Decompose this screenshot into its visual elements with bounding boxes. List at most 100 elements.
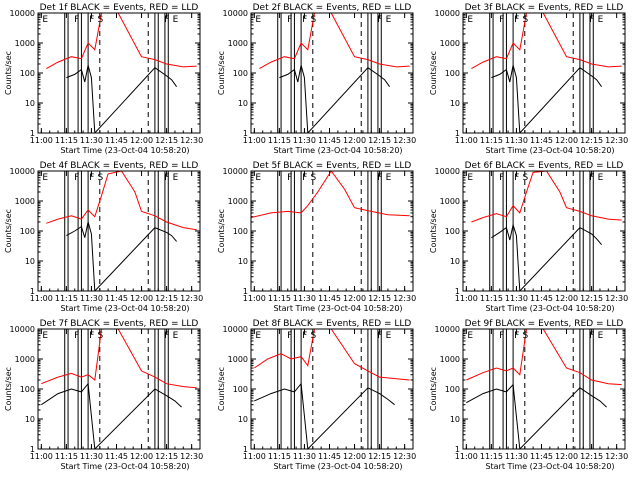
interval-marker-label: F <box>377 331 382 341</box>
y-tick-label: 10000 <box>435 167 460 176</box>
y-tick-label: 1000 <box>440 197 460 206</box>
x-axis-label: Start Time (23-Oct-04 10:58:20) <box>485 462 614 471</box>
y-tick-label: 10000 <box>435 325 460 334</box>
panel-1: Det 1f BLACK = Events, RED = LLD Counts/s… <box>4 3 203 155</box>
x-tick-label: 12:00 <box>130 136 153 145</box>
x-tick-label: 11:30 <box>80 294 103 303</box>
y-axis-label: Counts/sec <box>217 51 226 95</box>
y-tick-label: 100 <box>20 69 35 78</box>
x-tick-label: 12:15 <box>580 136 603 145</box>
interval-marker-label: S <box>97 15 103 25</box>
x-tick-label: 11:00 <box>455 136 478 145</box>
interval-marker-label: S <box>522 173 528 183</box>
x-tick-label: 12:30 <box>393 294 416 303</box>
x-axis-label: Start Time (23-Oct-04 10:58:20) <box>273 462 402 471</box>
interval-marker-label: S <box>97 173 103 183</box>
plot-frame <box>250 12 414 134</box>
y-tick-label: 1 <box>243 445 248 454</box>
y-tick-label: 100 <box>233 227 248 236</box>
y-tick-label: 100 <box>445 227 460 236</box>
interval-marker-label: E <box>173 331 179 341</box>
y-tick-label: 1000 <box>228 197 248 206</box>
interval-marker-label: E <box>173 173 179 183</box>
y-tick-label: 1000 <box>440 39 460 48</box>
y-tick-label: 1000 <box>228 39 248 48</box>
panel-title: Det 4f BLACK = Events, RED = LLD <box>40 161 199 171</box>
interval-marker-label: S <box>310 15 316 25</box>
interval-marker-label: F <box>302 15 307 25</box>
interval-marker-label: E <box>42 331 48 341</box>
interval-marker-label: F <box>287 173 292 183</box>
events-series-line <box>279 65 391 133</box>
y-axis-label: Counts/sec <box>4 51 13 95</box>
y-tick-label: 1 <box>243 129 248 138</box>
interval-marker-label: S <box>522 15 528 25</box>
interval-marker-label: F <box>74 173 79 183</box>
x-tick-label: 11:45 <box>105 452 128 461</box>
interval-marker-label: F <box>499 331 504 341</box>
interval-marker-label: E <box>386 331 392 341</box>
lld-series-line <box>41 329 197 389</box>
x-tick-label: 11:45 <box>105 294 128 303</box>
interval-marker-label: F <box>589 173 594 183</box>
y-tick-label: 10000 <box>435 9 460 18</box>
interval-marker-label: F <box>302 173 307 183</box>
x-tick-label: 12:30 <box>180 294 203 303</box>
x-tick-label: 12:15 <box>368 136 391 145</box>
y-tick-label: 1 <box>455 445 460 454</box>
interval-marker-label: F <box>514 173 519 183</box>
interval-marker-label: E <box>386 15 392 25</box>
x-tick-label: 11:00 <box>243 294 266 303</box>
x-tick-label: 11:00 <box>30 452 53 461</box>
y-tick-label: 1 <box>455 287 460 296</box>
plot-frame <box>462 328 626 450</box>
y-tick-label: 1 <box>30 287 35 296</box>
y-tick-label: 100 <box>20 227 35 236</box>
x-tick-label: 11:30 <box>505 452 528 461</box>
x-tick-label: 12:15 <box>155 136 178 145</box>
x-tick-label: 11:00 <box>30 294 53 303</box>
interval-marker-label: F <box>499 15 504 25</box>
y-axis-label: Counts/sec <box>4 367 13 411</box>
panel-8: Det 8f BLACK = Events, RED = LLD Counts/s… <box>217 319 416 471</box>
y-tick-label: 100 <box>445 69 460 78</box>
y-tick-label: 1 <box>30 129 35 138</box>
x-tick-label: 12:00 <box>130 294 153 303</box>
interval-marker-label: E <box>255 331 261 341</box>
y-tick-label: 100 <box>445 385 460 394</box>
interval-marker-label: F <box>589 331 594 341</box>
y-tick-label: 10 <box>25 99 35 108</box>
interval-marker-label: F <box>74 15 79 25</box>
panel-9: Det 9f BLACK = Events, RED = LLD Counts/s… <box>429 319 628 471</box>
interval-marker-label: F <box>377 173 382 183</box>
x-axis-label: Start Time (23-Oct-04 10:58:20) <box>60 304 189 313</box>
x-tick-label: 11:45 <box>530 294 553 303</box>
y-tick-label: 10000 <box>10 9 35 18</box>
x-tick-label: 11:15 <box>55 136 78 145</box>
interval-marker-label: S <box>97 331 103 341</box>
y-tick-label: 10000 <box>10 167 35 176</box>
y-tick-label: 10 <box>238 257 248 266</box>
interval-marker-label: E <box>386 173 392 183</box>
y-tick-label: 10000 <box>223 167 248 176</box>
y-axis-label: Counts/sec <box>217 209 226 253</box>
interval-marker-label: F <box>164 331 169 341</box>
y-tick-label: 10 <box>25 415 35 424</box>
interval-marker-label: S <box>522 331 528 341</box>
x-tick-label: 12:00 <box>343 294 366 303</box>
x-axis-label: Start Time (23-Oct-04 10:58:20) <box>485 146 614 155</box>
y-tick-label: 10000 <box>223 325 248 334</box>
plot-frame <box>37 170 201 292</box>
events-series-line <box>466 383 607 449</box>
x-tick-label: 11:00 <box>30 136 53 145</box>
y-tick-label: 1000 <box>15 197 35 206</box>
y-axis-label: Counts/sec <box>217 367 226 411</box>
y-tick-label: 100 <box>233 69 248 78</box>
x-tick-label: 11:30 <box>505 294 528 303</box>
panel-2: Det 2f BLACK = Events, RED = LLD Counts/s… <box>217 3 416 155</box>
y-axis-label: Counts/sec <box>429 209 438 253</box>
lld-series-line <box>259 13 410 70</box>
